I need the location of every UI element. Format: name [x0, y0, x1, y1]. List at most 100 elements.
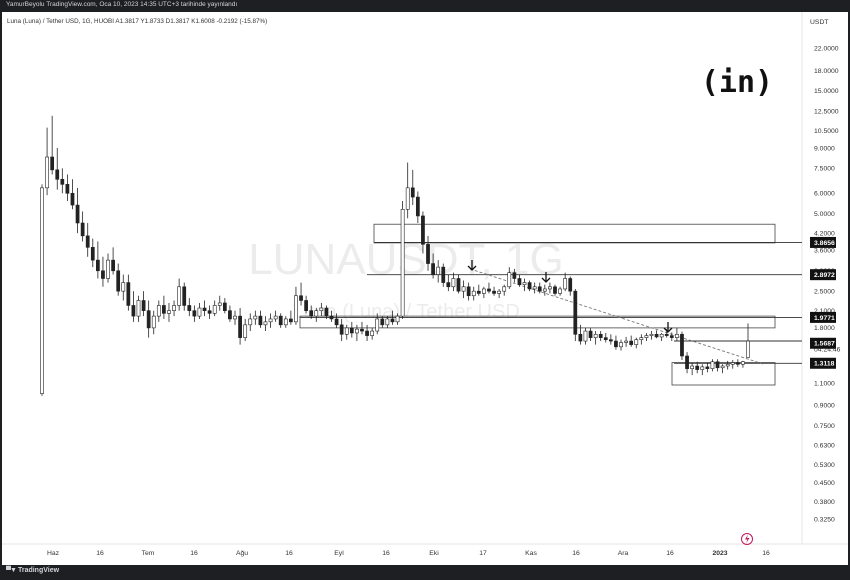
price-tag[interactable]: 04:24:46 — [814, 346, 841, 353]
price-tag[interactable]: 2.8972 — [810, 269, 836, 281]
candle — [487, 282, 491, 294]
price-tag-text: 1.3118 — [814, 361, 835, 368]
candle — [248, 313, 253, 332]
candle — [517, 274, 522, 287]
price-tag-box — [810, 311, 836, 323]
candle — [90, 238, 95, 268]
candle-body — [278, 315, 283, 326]
candle — [141, 291, 146, 317]
price-tag-text: 2.8972 — [814, 272, 835, 279]
candle — [339, 318, 344, 342]
price-tick-label: 12.5000 — [814, 109, 839, 116]
candle — [289, 310, 293, 325]
candle-body — [395, 315, 400, 323]
candle-body — [548, 286, 552, 290]
price-tag-text: 1.9771 — [814, 315, 835, 322]
candle — [60, 168, 65, 194]
candle-body — [349, 327, 354, 334]
zone-box[interactable] — [299, 315, 776, 329]
candle — [273, 310, 278, 322]
candle — [212, 300, 217, 317]
candle-body — [568, 278, 573, 292]
candle-body — [512, 272, 517, 279]
price-tick-label: 0.6300 — [814, 443, 835, 450]
time-tick-label: 16 — [762, 550, 770, 557]
candle-body — [339, 324, 344, 335]
candle-body — [60, 178, 65, 185]
candle-body — [268, 318, 273, 323]
candle-body — [95, 259, 100, 272]
candle-body — [542, 288, 547, 292]
candle — [705, 362, 710, 373]
candle-body — [360, 328, 364, 332]
zones-layer — [299, 223, 776, 386]
candle — [146, 300, 151, 338]
price-tick-label: 6.0000 — [814, 191, 835, 198]
candle — [278, 313, 283, 328]
candle-body — [680, 333, 684, 357]
candle-body — [476, 290, 481, 294]
candle-body — [669, 335, 674, 338]
time-tick-label: 16 — [96, 550, 104, 557]
candle — [217, 295, 222, 311]
candle — [121, 274, 126, 301]
lightning-icon[interactable] — [741, 533, 753, 545]
price-tag[interactable]: 1.5687 — [810, 337, 836, 349]
candle — [583, 327, 588, 345]
candle-body — [456, 278, 461, 292]
price-tag[interactable]: 3.8656 — [810, 236, 836, 248]
candle — [70, 179, 75, 210]
price-tag-box — [810, 236, 836, 248]
candle-body — [106, 259, 110, 279]
candle — [380, 316, 385, 328]
footer-bar — [0, 565, 850, 580]
candle — [309, 305, 314, 319]
candle — [329, 310, 334, 322]
candle-body — [695, 365, 700, 370]
candle — [568, 276, 573, 296]
candle — [395, 313, 400, 325]
price-tick-label: 3.6000 — [814, 248, 835, 255]
price-chart[interactable]: LUNAUSDT, 1G Luna (Luna) / Tether USD Lu… — [2, 12, 848, 565]
candle-body — [167, 310, 171, 314]
candle-body — [431, 263, 435, 275]
candle-body — [735, 362, 740, 365]
candle — [243, 318, 248, 342]
candle-body — [553, 286, 557, 294]
candle — [598, 331, 603, 342]
candle-body — [222, 302, 227, 311]
price-tag[interactable]: 1.9771 — [810, 311, 836, 323]
candle-body — [162, 305, 166, 314]
candle — [548, 282, 552, 294]
price-tag-box — [810, 357, 836, 369]
candle — [304, 295, 308, 314]
candle-body — [126, 282, 131, 306]
candle-body — [588, 330, 593, 338]
candle-body — [507, 272, 512, 288]
brand-logo: (in) — [701, 65, 773, 100]
price-tick-label: 0.9000 — [814, 403, 835, 410]
candle-body — [563, 278, 568, 290]
candle — [202, 300, 207, 317]
candle-body — [304, 300, 308, 311]
candle — [710, 359, 715, 372]
candle — [471, 286, 476, 301]
price-tag[interactable]: 1.3118 — [810, 357, 836, 369]
candle — [151, 310, 156, 335]
zone-box[interactable] — [671, 362, 776, 386]
price-tick-label: 0.7500 — [814, 423, 835, 430]
tradingview-logo-icon[interactable]: ▀▼ TradingView — [6, 567, 59, 574]
candle-body — [405, 187, 410, 210]
candle — [446, 274, 451, 292]
price-axis[interactable]: 22.0000 18.0000 15.0000 12.5000 10.5000 9.000… — [810, 45, 841, 524]
zone-box[interactable] — [373, 223, 776, 244]
price-tick-label: 0.3800 — [814, 499, 835, 506]
candle-body — [182, 286, 187, 306]
time-axis[interactable]: Haz 16 Tem 16 Ağu 16 Eyl 16 Eki 17 Kas 16 Ara 16 2023 1… — [47, 550, 770, 557]
candle-body — [131, 305, 136, 317]
candle-body — [243, 324, 248, 338]
candle-body — [746, 340, 750, 358]
candle-body — [121, 282, 126, 292]
candle-body — [334, 318, 339, 326]
candle-body — [421, 215, 425, 245]
